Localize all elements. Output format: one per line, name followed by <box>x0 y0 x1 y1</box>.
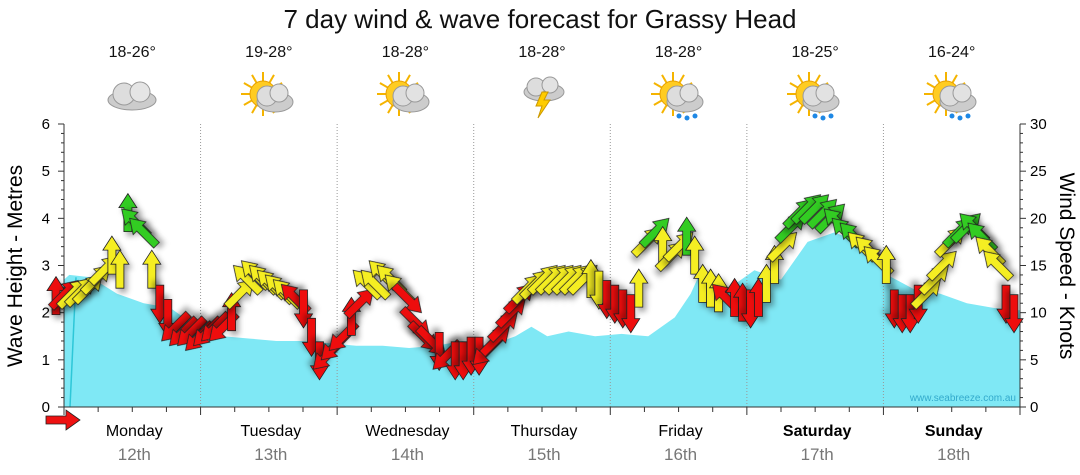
date-label: 12th <box>118 445 151 464</box>
y2-tick-label: 5 <box>1030 352 1038 369</box>
temperature-label: 18-28° <box>654 44 703 61</box>
date-label: 13th <box>254 445 287 464</box>
wind-arrow <box>629 268 649 308</box>
temperature-label: 18-28° <box>381 44 430 61</box>
day-label: Tuesday <box>240 423 301 440</box>
y2-tick-label: 0 <box>1030 399 1038 416</box>
wind-arrow <box>684 235 705 275</box>
wind-arrow <box>223 279 255 310</box>
date-label: 16th <box>664 445 697 464</box>
date-label: 17th <box>801 445 834 464</box>
showers-icon <box>783 68 847 129</box>
temperature-label: 18-25° <box>791 44 839 61</box>
cloudy-icon <box>100 68 164 129</box>
y2-tick-label: 15 <box>1030 258 1047 275</box>
y-tick-label: 6 <box>42 116 50 133</box>
y-axis-label: Wave Height - Metres <box>4 165 27 367</box>
temperature-label: 18-26° <box>108 44 156 61</box>
storm-icon <box>510 68 574 129</box>
wind-arrow <box>142 249 162 289</box>
wind-arrow <box>876 244 897 284</box>
day-label: Monday <box>106 423 163 440</box>
y2-axis-label: Wind Speed - Knots <box>1055 173 1078 360</box>
wind-arrow <box>343 288 375 320</box>
wind-arrow <box>1004 294 1024 334</box>
y-tick-label: 1 <box>42 352 50 369</box>
y2-tick-label: 25 <box>1030 163 1047 180</box>
wind-arrow <box>129 217 160 249</box>
wind-arrow <box>975 236 1007 268</box>
day-label: Thursday <box>511 423 578 440</box>
day-label: Wednesday <box>365 423 449 440</box>
date-label: 15th <box>527 445 560 464</box>
temperature-label: 18-28° <box>518 44 566 61</box>
timeline-start-arrow <box>45 409 81 431</box>
day-label: Saturday <box>783 423 852 440</box>
wind-arrows <box>46 192 1024 381</box>
y-tick-label: 5 <box>42 163 50 180</box>
partly-cloudy-icon <box>237 68 301 129</box>
wind-arrow <box>110 249 130 289</box>
partly-cloudy-icon <box>373 68 437 129</box>
y-tick-label: 4 <box>42 210 50 227</box>
showers-icon <box>920 68 984 129</box>
y2-tick-label: 20 <box>1030 210 1047 227</box>
chart-title: 7 day wind & wave forecast for Grassy He… <box>283 4 797 34</box>
date-label: 14th <box>391 445 424 464</box>
wave-height-area <box>64 232 1020 407</box>
wind-arrow <box>983 250 1015 282</box>
y2-tick-label: 30 <box>1030 116 1047 133</box>
y-tick-label: 0 <box>42 399 50 416</box>
watermark: www.seabreeze.com.au <box>909 393 1016 404</box>
y2-tick-label: 10 <box>1030 305 1047 322</box>
showers-icon <box>647 68 711 129</box>
date-label: 18th <box>937 445 970 464</box>
y-tick-label: 2 <box>42 305 50 322</box>
day-label: Friday <box>658 423 702 440</box>
day-label: Sunday <box>925 423 983 440</box>
wind-arrow <box>676 216 697 256</box>
temperature-label: 16-24° <box>928 44 976 61</box>
wind-arrow <box>621 294 641 334</box>
temperature-label: 19-28° <box>245 44 293 61</box>
y-tick-label: 3 <box>42 258 50 275</box>
